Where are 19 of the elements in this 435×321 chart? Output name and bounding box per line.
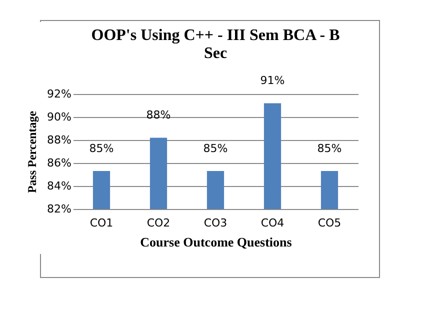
- y-axis-title: Pass Percentage: [25, 110, 40, 194]
- y-tick-label: 88%: [47, 134, 72, 146]
- data-label: 85%: [203, 142, 228, 156]
- y-tick-label: 82%: [47, 202, 72, 216]
- x-tick-label: CO3: [204, 216, 228, 230]
- y-tick-label: 84%: [47, 180, 72, 192]
- x-tick-label: CO1: [90, 216, 114, 230]
- data-label: 85%: [89, 142, 114, 156]
- y-tick-label: 92%: [47, 88, 72, 100]
- y-tick-label: 86%: [47, 156, 72, 170]
- x-tick-label: CO4: [260, 216, 284, 230]
- data-label: 88%: [146, 108, 171, 122]
- x-axis-title: Course Outcome Questions: [140, 234, 292, 250]
- x-tick-label: CO5: [318, 216, 342, 230]
- chart-title: OOP's Using C++ - III Sem BCA - B Sec: [91, 27, 340, 62]
- data-label: 91%: [260, 74, 285, 88]
- data-label: 85%: [317, 142, 342, 156]
- x-tick-label: CO2: [146, 216, 170, 230]
- y-tick-label: 90%: [47, 110, 72, 124]
